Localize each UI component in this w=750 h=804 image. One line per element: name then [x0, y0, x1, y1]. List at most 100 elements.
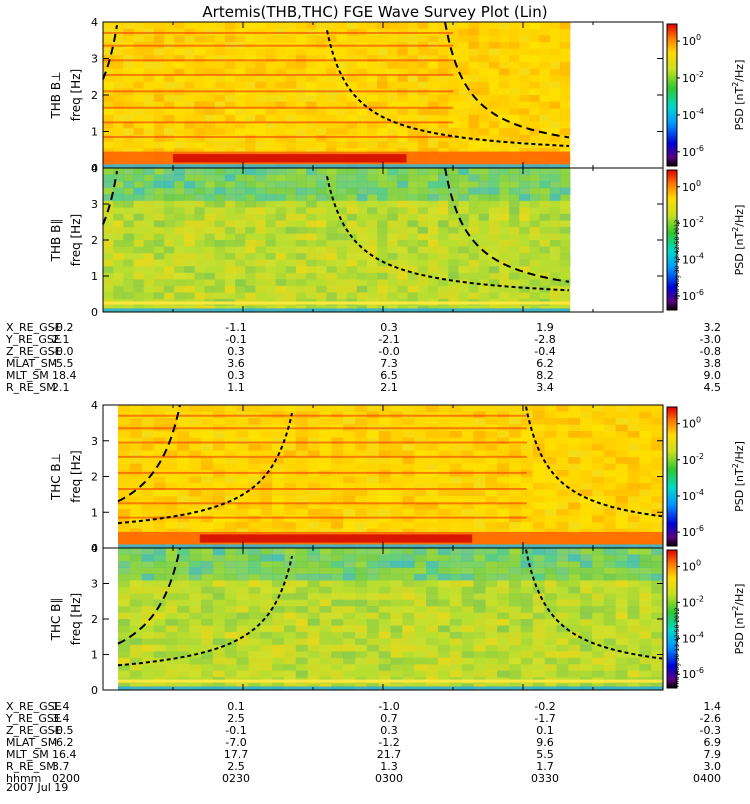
spectrogram-cell [143, 266, 155, 274]
spectrogram-cell [224, 638, 237, 646]
spectrogram-cell [639, 463, 652, 471]
spectrogram-cell [390, 612, 403, 620]
spectrogram-cell [260, 554, 273, 562]
spectrogram-cell [235, 181, 246, 189]
spectrogram-cell [498, 22, 510, 30]
spectrogram-cell [343, 450, 356, 458]
spectrogram-cell [272, 651, 285, 659]
spectrogram-cell [473, 457, 486, 465]
spectrogram-cell [177, 515, 190, 523]
spectrogram-cell [539, 41, 551, 50]
spectrogram-cell [275, 220, 287, 228]
spectrogram-cell [519, 128, 530, 136]
spectrogram-cell [141, 476, 155, 484]
spectrogram-cell [532, 476, 546, 484]
spectrogram-cell [265, 61, 277, 69]
spectrogram-cell [153, 586, 166, 594]
spectrogram-cell [214, 121, 226, 129]
spectrogram-cell [520, 424, 534, 432]
orbit-param-value: -2.1 [378, 333, 399, 346]
spectrogram-cell [283, 450, 297, 458]
spectrogram-cell [397, 75, 409, 83]
spectrogram-cell [236, 644, 249, 652]
spectrogram-cell [355, 631, 368, 639]
spectrogram-cell [285, 194, 297, 202]
spectrogram-cell [331, 418, 344, 426]
spectrogram-cell [568, 405, 581, 413]
spectrogram-cell [473, 664, 486, 672]
spectrogram-cell [295, 405, 309, 413]
spectrogram-cell [118, 450, 131, 458]
spectrogram-cell [346, 101, 358, 109]
spectrogram-cell [387, 95, 399, 103]
spectrogram-cell [272, 437, 285, 445]
spectrogram-cell [427, 272, 439, 280]
spectrogram-cell [143, 22, 155, 30]
spectrogram-cell [414, 509, 427, 517]
spectrogram-cell [331, 670, 344, 678]
spectrogram-cell [461, 483, 474, 491]
spectrogram-cell [129, 560, 143, 568]
spectrogram-cell [133, 207, 145, 215]
spectrogram-cell [366, 483, 380, 491]
spectrogram-cell [448, 181, 459, 189]
spectrogram-cell [488, 48, 500, 56]
spectrogram-cell [133, 220, 145, 228]
spectrogram-cell [568, 670, 581, 678]
spectrogram-cell [336, 121, 348, 129]
spectrogram-cell [153, 431, 166, 439]
spectrogram-cell [427, 81, 439, 89]
spectrogram-cell [236, 463, 249, 471]
spectrogram-cell [165, 664, 178, 672]
spectrogram-cell [235, 128, 246, 136]
spectrogram-cell [245, 233, 256, 241]
spectrogram-cell [316, 128, 327, 136]
spectrogram-cell [498, 272, 510, 280]
spectrogram-cell [529, 187, 541, 195]
spectrogram-cell [473, 567, 486, 575]
spectrogram-cell [355, 670, 368, 678]
spectrogram-cell [390, 657, 403, 665]
spectrogram-cell [509, 95, 520, 103]
spectrogram-cell [449, 593, 463, 601]
spectrogram-cell [402, 631, 415, 639]
spectrogram-cell [272, 502, 285, 510]
spectrogram-cell [402, 431, 415, 439]
spectrogram-cell [113, 101, 124, 109]
spectrogram-cell [272, 644, 285, 652]
spectrogram-cell [336, 101, 348, 109]
spectrogram-cell [448, 95, 459, 103]
orbit-param-value: -7.0 [225, 736, 246, 749]
spectrogram-cell [639, 489, 652, 497]
spectrogram-cell [485, 405, 498, 413]
spectrogram-cell [177, 418, 190, 426]
spectrogram-cell [275, 181, 287, 189]
spectrogram-cell [129, 548, 143, 556]
spectrogram-cell [378, 573, 392, 581]
spectrogram-cell [414, 612, 427, 620]
spectrogram-cell [224, 593, 237, 601]
spectrogram-cell [639, 509, 652, 517]
spectrogram-cell [473, 509, 486, 517]
spectrogram-cell [498, 266, 510, 274]
spectrogram-cell [272, 483, 285, 491]
spectrogram-cell [184, 187, 195, 195]
spectrogram-cell [556, 606, 569, 614]
spectrogram-cell [568, 444, 581, 452]
spectrogram-cell [473, 463, 486, 471]
spectrogram-cell [448, 134, 459, 142]
spectrogram-cell [377, 128, 388, 136]
spectrogram-cell [295, 200, 307, 208]
spectrogram-cell [129, 496, 143, 504]
spectrogram-cell [498, 246, 510, 254]
spectrogram-cell [473, 586, 486, 594]
spectrogram-cell [113, 253, 124, 261]
spectrogram-cell [118, 593, 131, 601]
spectrogram-cell [165, 651, 178, 659]
spectrogram-cell [478, 233, 490, 241]
spectrogram-cell [275, 55, 287, 63]
spectrogram-cell [236, 580, 249, 588]
spectrogram-cell [615, 580, 628, 588]
spectrogram-cell [141, 593, 155, 601]
spectrogram-cell [397, 240, 409, 248]
